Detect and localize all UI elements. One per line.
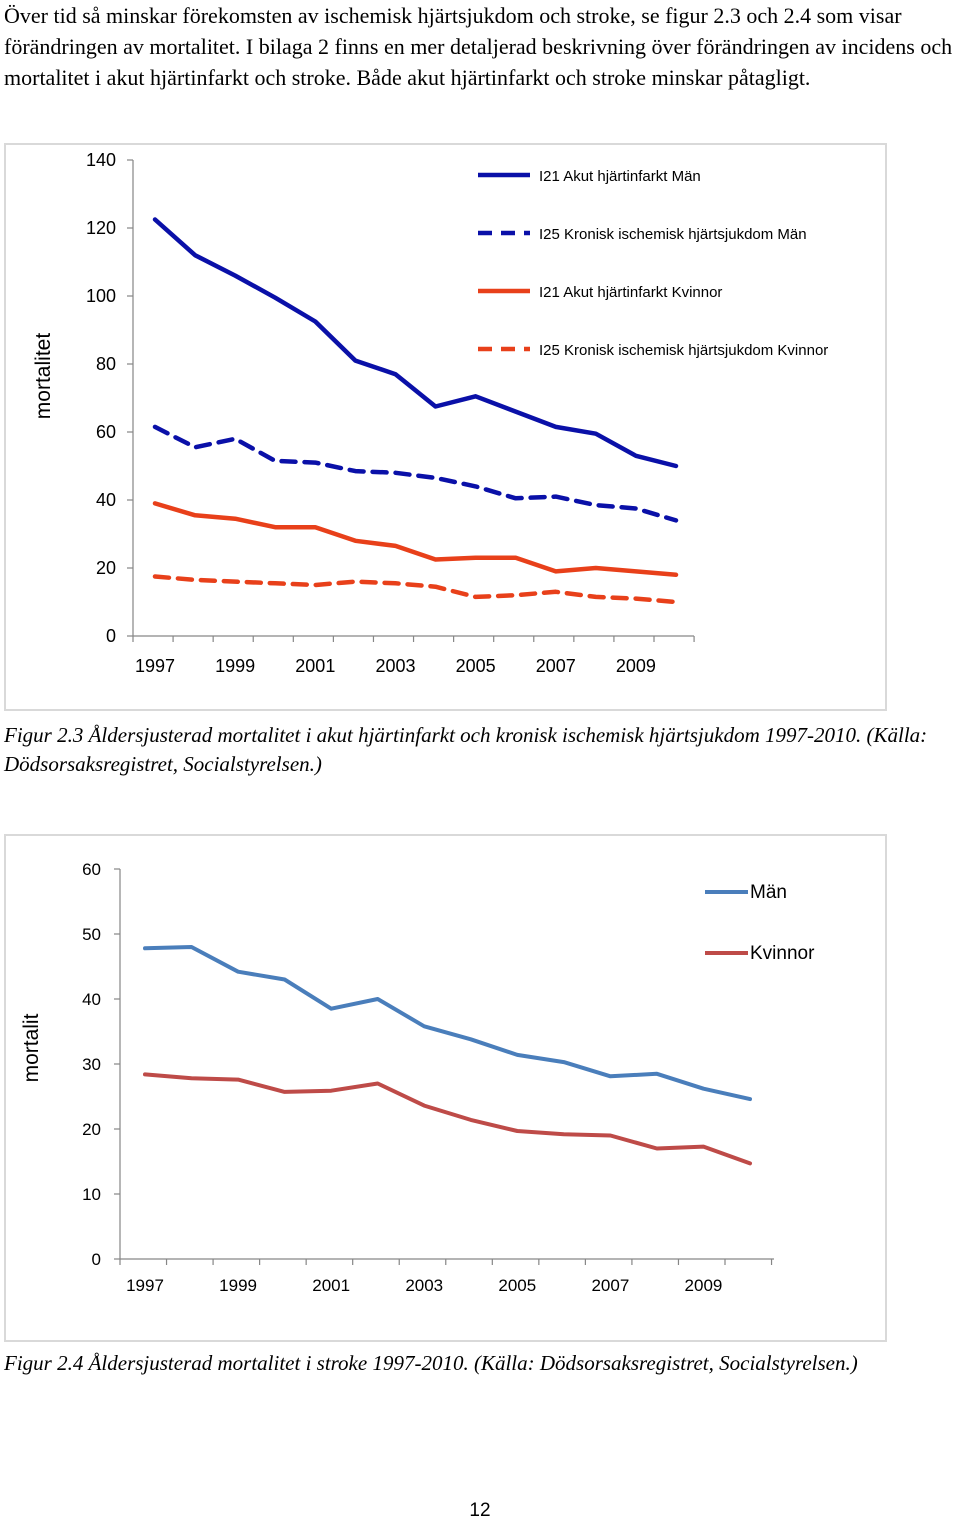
x-tick-label: 2001 [295, 656, 335, 676]
figure-2-3-caption: Figur 2.3 Åldersjusterad mortalitet i ak… [4, 723, 928, 776]
x-tick-label: 2005 [456, 656, 496, 676]
figure-2-4-chart: 0 10 20 30 40 50 60 1997 1999 2001 2003 2005 2007 200… [4, 834, 887, 1342]
y-tick-label: 20 [82, 1120, 101, 1139]
figure-2-4-svg: 0 10 20 30 40 50 60 1997 1999 2001 2003 2005 2007 200… [20, 860, 815, 1295]
y-tick-label: 100 [86, 286, 116, 306]
legend-label-4: I25 Kronisk ischemisk hjärtsjukdom Kvinn… [539, 342, 828, 359]
figure-2-4-caption: Figur 2.4 Åldersjusterad mortalitet i st… [4, 1351, 858, 1375]
x-tick-label: 1997 [126, 1276, 164, 1295]
y-tick-label: 10 [82, 1185, 101, 1204]
y-tick-label: 0 [106, 626, 116, 646]
figure-2-3-chart: 0 20 40 60 80 100 120 140 1997 1999 2001 2003 2005 20… [4, 143, 887, 711]
y-tick-label: 40 [82, 990, 101, 1009]
legend-label-2: I25 Kronisk ischemisk hjärtsjukdom Män [539, 226, 807, 243]
x-tick-label: 1999 [215, 656, 255, 676]
y-tick-label: 40 [96, 490, 116, 510]
series-line-4 [152, 574, 679, 605]
y-tick-label: 60 [82, 860, 101, 879]
series-line-1 [152, 217, 679, 469]
y-axis-title: mortalit [20, 1013, 43, 1082]
x-tick-label: 2009 [616, 656, 656, 676]
legend-label-1: Män [750, 882, 787, 903]
intro-paragraph: Över tid så minskar förekomsten av ische… [4, 3, 953, 90]
y-tick-label: 80 [96, 354, 116, 374]
y-tick-label: 60 [96, 422, 116, 442]
y-axis-title: mortalitet [32, 333, 55, 420]
figure-2-3-svg: 0 20 40 60 80 100 120 140 1997 1999 2001 2003 2005 20… [32, 150, 828, 676]
y-tick-label: 50 [82, 925, 101, 944]
x-tick-label: 1997 [135, 656, 175, 676]
series-line-3 [152, 501, 679, 578]
x-tick-label: 2007 [536, 656, 576, 676]
x-tick-label: 2005 [498, 1276, 536, 1295]
y-tick-label: 120 [86, 218, 116, 238]
x-tick-label: 2009 [685, 1276, 723, 1295]
y-tick-label: 30 [82, 1055, 101, 1074]
y-tick-label: 0 [92, 1250, 101, 1269]
x-tick-label: 2003 [405, 1276, 443, 1295]
x-tick-label: 1999 [219, 1276, 257, 1295]
x-tick-label: 2003 [375, 656, 415, 676]
legend-label-3: I21 Akut hjärtinfarkt Kvinnor [539, 284, 722, 301]
series-line-2 [152, 424, 679, 523]
series-line-2 [143, 1072, 752, 1166]
y-tick-label: 140 [86, 150, 116, 170]
x-tick-label: 2007 [591, 1276, 629, 1295]
y-tick-label: 20 [96, 558, 116, 578]
x-tick-label: 2001 [312, 1276, 350, 1295]
legend-label-2: Kvinnor [750, 943, 815, 964]
legend-label-1: I21 Akut hjärtinfarkt Män [539, 168, 701, 185]
series-line-1 [143, 945, 752, 1102]
page-number: 12 [469, 1500, 491, 1521]
